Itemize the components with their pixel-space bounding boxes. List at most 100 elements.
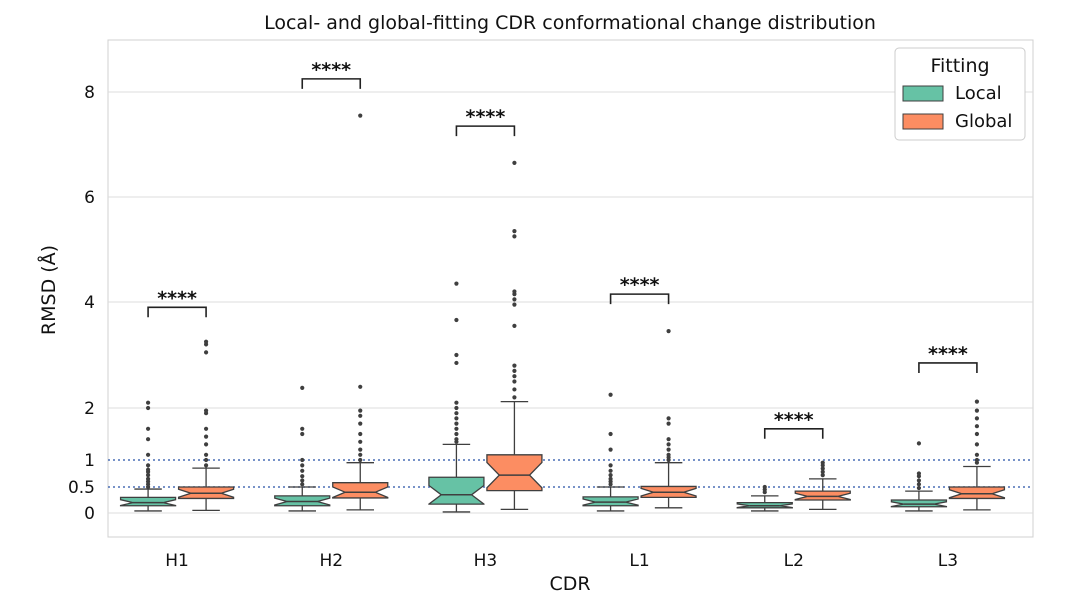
outlier-point <box>666 416 671 421</box>
outlier-point <box>300 474 305 479</box>
outlier-point <box>512 395 517 400</box>
outlier-point <box>454 352 459 358</box>
significance-bracket <box>609 293 670 305</box>
outlier-point <box>358 113 363 118</box>
outlier-point <box>512 289 517 294</box>
x-tick-label: H3 <box>474 551 498 571</box>
box-local-H2 <box>274 385 331 512</box>
outlier-point <box>454 360 459 366</box>
outlier-point <box>145 437 151 442</box>
outlier-point <box>203 442 209 447</box>
y-tick-label: 0 <box>84 504 95 524</box>
outlier-point <box>916 471 922 476</box>
outlier-point <box>145 405 151 411</box>
significance-L3: **** <box>918 343 978 373</box>
outlier-point <box>454 317 459 323</box>
significance-L2: **** <box>763 409 824 439</box>
outlier-point <box>974 399 980 404</box>
y-tick-label: 6 <box>84 188 95 208</box>
box-body <box>794 490 851 501</box>
box-global-L2 <box>794 460 851 511</box>
outlier-point <box>454 281 459 286</box>
outlier-point <box>666 452 671 457</box>
outlier-point <box>300 478 305 483</box>
outlier-point <box>608 431 613 437</box>
outlier-point <box>203 339 209 344</box>
outlier-point <box>454 416 459 421</box>
outlier-point <box>608 392 613 397</box>
outlier-point <box>454 426 459 431</box>
outlier-point <box>358 457 363 463</box>
significance-label: **** <box>466 106 506 128</box>
outlier-point <box>203 426 209 431</box>
box-body <box>486 454 543 492</box>
significance-L1: **** <box>609 274 670 305</box>
outlier-point <box>512 234 517 239</box>
significance-label: **** <box>311 59 351 81</box>
box-local-L2 <box>736 484 793 512</box>
outlier-point <box>608 468 613 473</box>
box-local-H3 <box>428 281 485 513</box>
outlier-point <box>608 476 613 481</box>
box-body <box>948 486 1006 500</box>
outlier-point <box>974 424 980 429</box>
x-tick-label: H2 <box>319 551 343 571</box>
outlier-point <box>203 350 209 355</box>
outlier-point <box>916 441 922 446</box>
box-body <box>428 476 485 505</box>
outlier-point <box>608 447 613 452</box>
box-body <box>332 482 389 499</box>
significance-H1: **** <box>147 287 207 318</box>
outlier-point <box>358 447 363 452</box>
outlier-point <box>300 468 305 473</box>
box-global-L1 <box>640 329 697 509</box>
significance-bracket <box>301 78 362 89</box>
outlier-point <box>762 484 767 490</box>
significance-bracket <box>147 306 207 318</box>
significance-bracket <box>455 125 516 137</box>
outlier-point <box>358 408 363 413</box>
outlier-point <box>512 387 517 392</box>
reference-lines <box>108 459 1033 488</box>
significance-brackets: **** **** **** **** **** **** <box>147 59 978 439</box>
outlier-point <box>300 431 305 437</box>
outlier-point <box>300 457 305 463</box>
plot-area <box>107 39 1034 538</box>
box-global-H2 <box>332 113 389 511</box>
outlier-point <box>608 463 613 468</box>
outlier-point <box>454 400 459 405</box>
outlier-point <box>512 302 517 307</box>
y-tick-label: 0.5 <box>68 478 95 498</box>
legend-swatch-local <box>902 85 944 102</box>
outlier-point <box>608 473 613 478</box>
box-local-L3 <box>890 441 948 512</box>
outlier-point <box>512 379 517 384</box>
outlier-point <box>454 405 459 411</box>
box-body <box>890 499 948 508</box>
outlier-point <box>145 463 151 468</box>
significance-label: **** <box>928 343 968 365</box>
outlier-point <box>358 431 363 437</box>
outlier-point <box>145 452 151 457</box>
outlier-point <box>974 431 980 437</box>
x-tick-label: H1 <box>165 551 189 571</box>
outlier-point <box>300 426 305 431</box>
outlier-point <box>203 408 209 413</box>
box-body <box>582 496 639 507</box>
outlier-point <box>974 452 980 457</box>
legend: Fitting Local Global <box>894 47 1026 141</box>
outlier-point <box>203 452 209 457</box>
significance-bracket <box>918 362 978 373</box>
y-tick-label: 2 <box>84 399 95 419</box>
x-tick-label: L2 <box>784 551 804 571</box>
outlier-point <box>820 469 825 474</box>
significance-label: **** <box>157 287 197 309</box>
significance-H3: **** <box>455 106 516 137</box>
outlier-point <box>358 452 363 457</box>
outlier-point <box>666 442 671 447</box>
outlier-point <box>358 413 363 418</box>
gridlines <box>108 91 1033 514</box>
outlier-point <box>666 447 671 452</box>
y-ticks: 0 0.5 1 2 4 6 8 <box>68 83 95 524</box>
outlier-point <box>203 457 209 463</box>
